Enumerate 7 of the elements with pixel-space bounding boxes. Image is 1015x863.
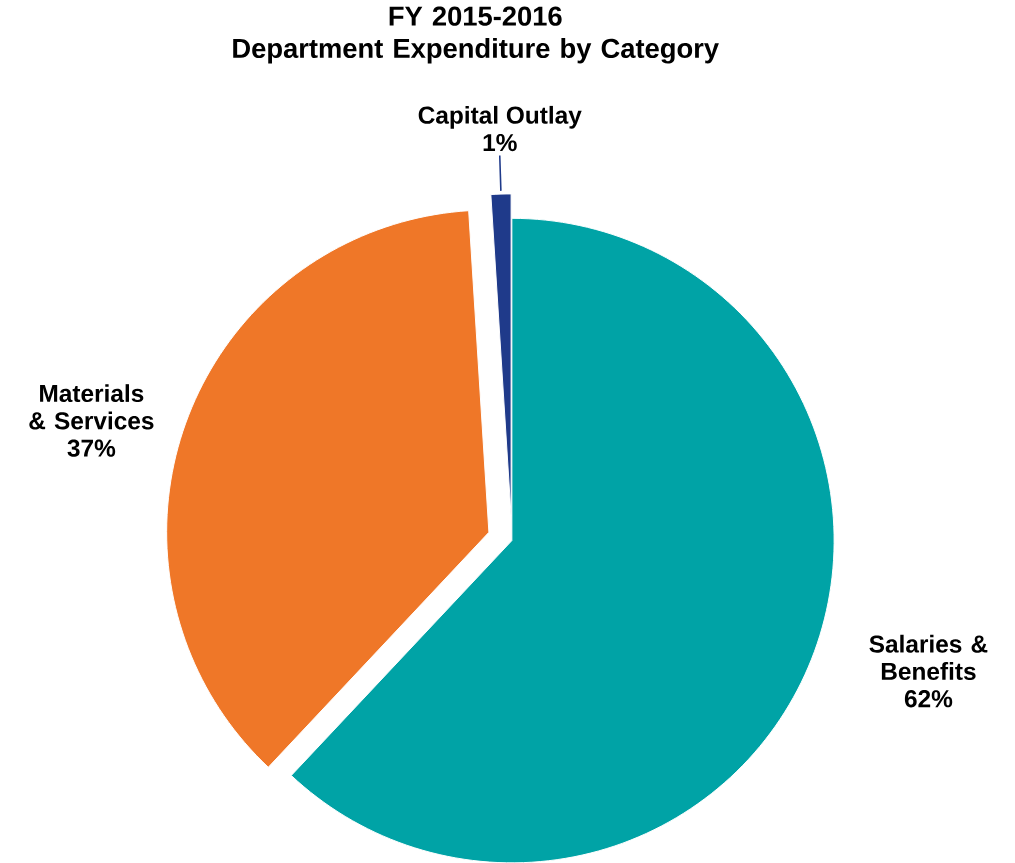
- chart-title: FY 2015-2016 Department Expenditure by Category: [233, 6, 719, 64]
- slice-label: Salaries & Benefits: [869, 634, 988, 680]
- data-label: 62%: [904, 689, 953, 708]
- slice-label: Materials & Services: [29, 384, 154, 430]
- data-label: 37%: [67, 439, 116, 457]
- data-label: 1%: [483, 133, 517, 151]
- slice-label: Capital Outlay: [418, 105, 582, 129]
